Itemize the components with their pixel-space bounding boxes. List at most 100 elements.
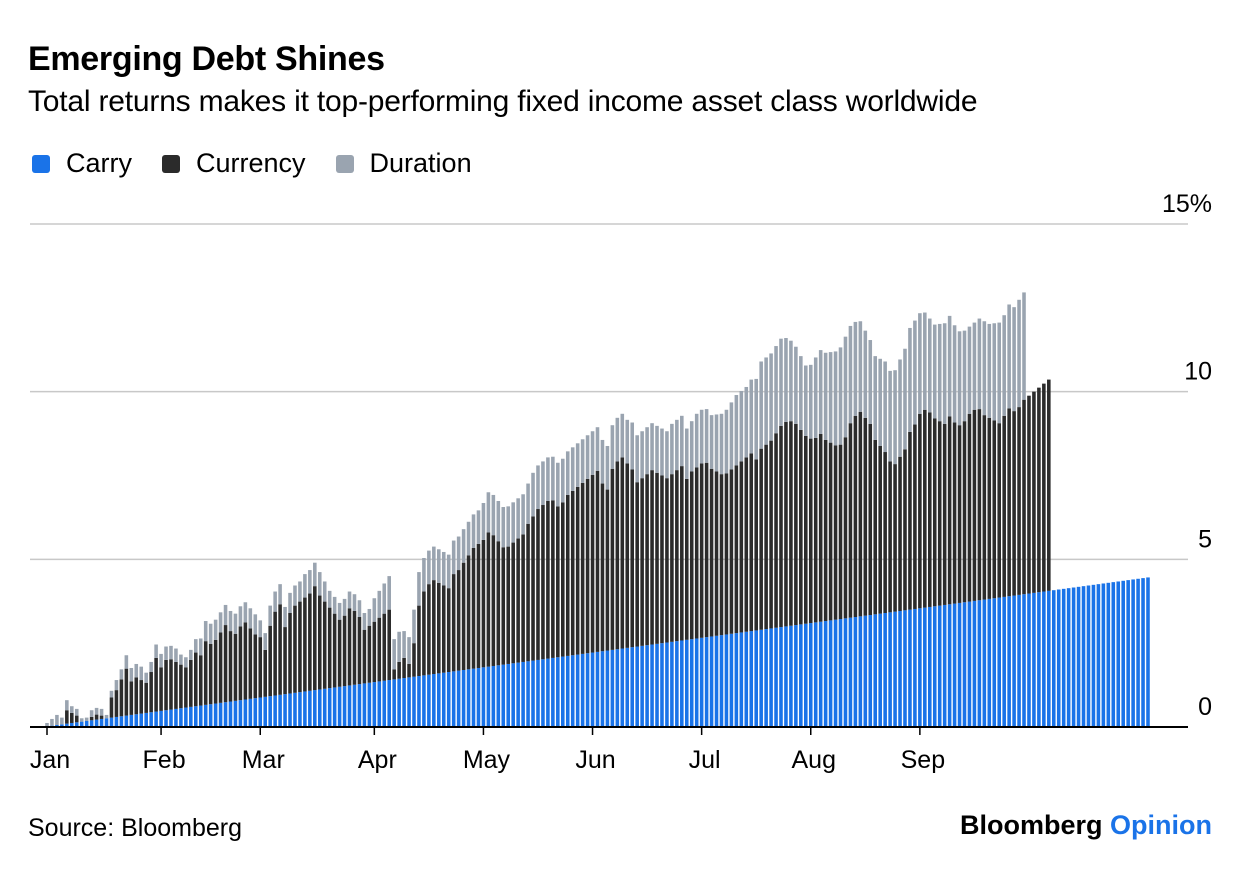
bar-segment-currency [441, 585, 446, 673]
bar-segment-carry [337, 686, 342, 727]
bar-segment-currency [124, 668, 129, 716]
bar-segment-duration [843, 336, 848, 438]
bar-group [352, 594, 357, 727]
bar-segment-carry [665, 642, 669, 727]
bar-segment-currency [962, 421, 967, 603]
bar-segment-carry [233, 700, 238, 727]
bar-segment-currency [134, 677, 139, 715]
bar-segment-carry [104, 718, 109, 727]
bar-segment-duration [923, 312, 927, 410]
bar-group [595, 427, 600, 727]
bar-group [466, 521, 471, 727]
bar-segment-currency [918, 413, 922, 609]
bar-segment-carry [1022, 594, 1026, 727]
bar-segment-carry [878, 613, 882, 727]
bar-segment-carry [1121, 580, 1125, 727]
bar-segment-carry [273, 695, 277, 727]
bar-group [124, 655, 129, 727]
bar-group [863, 330, 868, 727]
bar-segment-duration [104, 714, 109, 719]
bar-group [65, 700, 69, 727]
bar-segment-currency [228, 631, 233, 702]
bar-group [908, 327, 912, 727]
bar-segment-duration [506, 506, 511, 547]
bar-group [883, 361, 887, 727]
bar-segment-carry [179, 708, 183, 727]
bar-segment-duration [551, 456, 555, 501]
bar-group [590, 431, 595, 727]
bar-segment-carry [521, 661, 525, 727]
bar-segment-carry [828, 620, 833, 727]
bar-segment-duration [804, 365, 808, 436]
bar-group [70, 706, 74, 727]
bar-segment-duration [883, 361, 887, 453]
bar-segment-carry [322, 688, 327, 727]
bar-segment-currency [223, 625, 228, 703]
bar-segment-duration [293, 585, 297, 606]
bar-segment-currency [516, 538, 520, 663]
bar-segment-carry [957, 602, 962, 727]
bar-segment-carry [481, 667, 486, 727]
bar-segment-currency [526, 523, 530, 662]
bar-segment-carry [74, 722, 79, 727]
bar-group [942, 323, 947, 727]
bar-segment-currency [471, 547, 476, 669]
bar-segment-currency [982, 415, 987, 600]
bar-segment-duration [298, 581, 302, 602]
bar-segment-currency [739, 461, 744, 633]
bar-segment-duration [774, 346, 778, 434]
bar-segment-carry [704, 637, 709, 727]
bar-group [481, 503, 486, 727]
bar-segment-carry [848, 617, 853, 727]
x-tick-label-may: May [463, 746, 511, 774]
bar-segment-currency [511, 542, 515, 664]
bar-group [1037, 387, 1041, 727]
bar-segment-carry [1027, 593, 1031, 727]
bar-group [357, 600, 362, 727]
bar-segment-duration [1007, 304, 1011, 409]
bar-segment-carry [99, 718, 104, 727]
bar-segment-duration [149, 661, 153, 673]
bar-segment-currency [744, 457, 749, 632]
x-tick-label-sep: Sep [901, 746, 945, 774]
bar-segment-currency [164, 659, 168, 711]
bar-segment-carry [1056, 589, 1061, 727]
bar-segment-duration [734, 395, 739, 466]
legend-swatch-currency [162, 154, 180, 173]
bar-segment-carry [719, 635, 724, 727]
bar-group [724, 409, 729, 727]
bar-segment-currency [590, 474, 595, 653]
bar-segment-carry [789, 625, 793, 727]
bar-segment-currency [352, 610, 357, 685]
bar-segment-duration [541, 461, 545, 506]
bar-segment-currency [675, 470, 679, 642]
bar-segment-duration [709, 415, 714, 469]
bar-segment-currency [451, 574, 456, 672]
bar-segment-currency [947, 416, 952, 605]
bar-group [1136, 578, 1140, 727]
bar-group [754, 378, 758, 727]
bar-group [531, 472, 535, 727]
bar-segment-currency [779, 425, 783, 628]
legend-label-carry: Carry [66, 148, 132, 178]
bar-segment-currency [397, 661, 401, 679]
bar-segment-carry [784, 626, 788, 727]
bar-segment-duration [942, 323, 947, 424]
bar-segment-carry [1042, 591, 1046, 727]
bar-group [570, 447, 575, 727]
bar-segment-duration [848, 325, 853, 424]
bar-group [496, 500, 501, 727]
bar-segment-carry [327, 688, 332, 727]
bar-segment-currency [432, 580, 436, 675]
bar-group [50, 718, 54, 727]
bar-segment-duration [684, 428, 689, 479]
bar-group [610, 425, 615, 727]
bar-segment-carry [774, 627, 778, 727]
bar-segment-currency [754, 459, 758, 631]
bar-segment-currency [531, 516, 535, 661]
bar-group [818, 350, 823, 727]
bar-group [144, 672, 148, 727]
bar-segment-duration [625, 419, 630, 464]
bar-segment-carry [119, 716, 124, 727]
bar-segment-currency [332, 613, 337, 688]
